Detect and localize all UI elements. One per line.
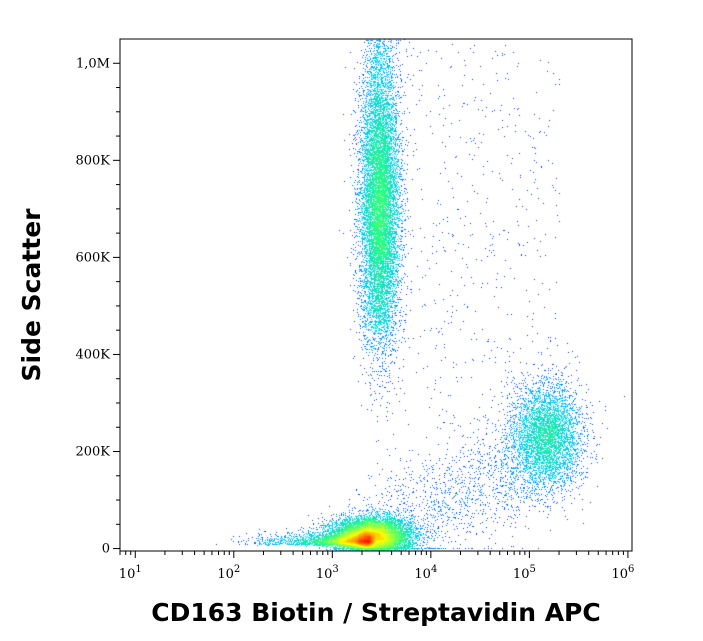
y-tick-labels: 0 200K 400K 600K 800K 1,0M — [75, 56, 110, 556]
density-dots — [120, 39, 632, 551]
y-tick-label: 1,0M — [76, 56, 110, 71]
x-tick-label: 103 — [316, 564, 339, 582]
x-axis-title: CD163 Biotin / Streptavidin APC — [151, 598, 600, 627]
x-tick-label: 104 — [414, 564, 437, 582]
y-tick-label: 400K — [75, 347, 110, 362]
x-tick-labels: 101 102 103 104 105 106 — [119, 564, 635, 582]
x-tick-label: 101 — [119, 564, 142, 582]
y-tick-label: 200K — [75, 445, 110, 460]
y-axis-title: Side Scatter — [17, 208, 46, 382]
y-tick-label: 0 — [102, 542, 110, 557]
tick-marks — [113, 62, 629, 558]
x-tick-label: 106 — [611, 564, 634, 582]
events-layer — [120, 39, 632, 551]
x-tick-label: 105 — [513, 564, 536, 582]
y-tick-label: 600K — [75, 250, 110, 265]
y-tick-label: 800K — [75, 153, 110, 168]
plot-frame — [119, 38, 633, 552]
x-tick-label: 102 — [217, 564, 240, 582]
